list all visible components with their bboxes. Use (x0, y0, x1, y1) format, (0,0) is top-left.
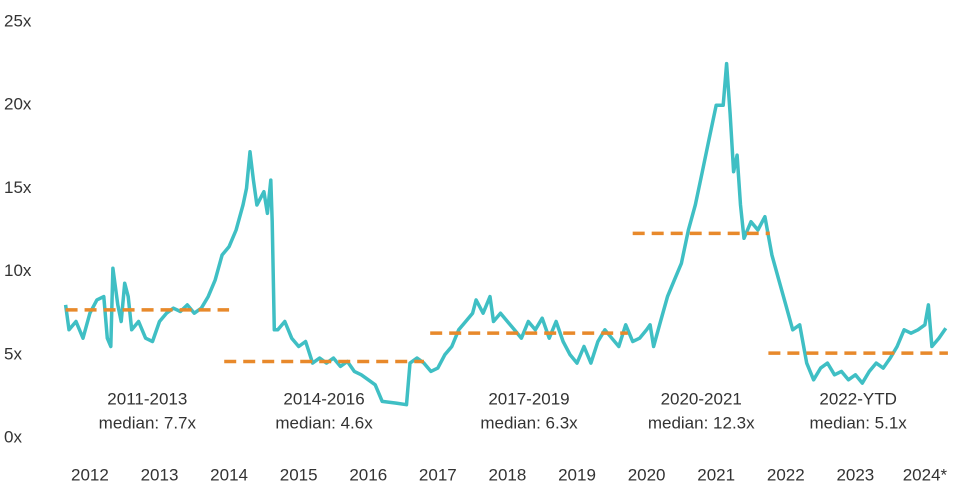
period-label: 2022-YTD (819, 389, 896, 408)
x-tick-label: 2015 (280, 465, 318, 484)
median-label: median: 4.6x (275, 413, 373, 432)
x-tick-label: 2012 (71, 465, 109, 484)
period-label: 2014-2016 (283, 389, 364, 408)
median-label: median: 5.1x (809, 413, 907, 432)
x-tick-label: 2023 (836, 465, 874, 484)
period-label: 2011-2013 (107, 389, 187, 408)
y-tick-label: 20x (4, 95, 32, 114)
x-tick-label: 2013 (141, 465, 179, 484)
x-tick-label: 2020 (628, 465, 666, 484)
y-tick-label: 5x (4, 344, 22, 363)
x-tick-label: 2016 (349, 465, 387, 484)
x-tick-label: 2022 (767, 465, 805, 484)
y-tick-label: 15x (4, 178, 32, 197)
x-tick-label: 2021 (697, 465, 735, 484)
y-tick-label: 10x (4, 261, 32, 280)
x-tick-label: 2017 (419, 465, 457, 484)
median-label: median: 6.3x (480, 413, 578, 432)
data-line (63, 61, 948, 407)
x-tick-label: 2024* (903, 465, 948, 484)
x-tick-label: 2019 (558, 465, 596, 484)
y-tick-label: 0x (4, 427, 22, 446)
x-tick-label: 2014 (210, 465, 248, 484)
median-label: median: 7.7x (99, 413, 197, 432)
period-label: 2017-2019 (488, 389, 569, 408)
period-label: 2020-2021 (661, 389, 742, 408)
x-tick-label: 2018 (489, 465, 527, 484)
y-tick-label: 25x (4, 11, 32, 30)
median-label: median: 12.3x (648, 413, 755, 432)
